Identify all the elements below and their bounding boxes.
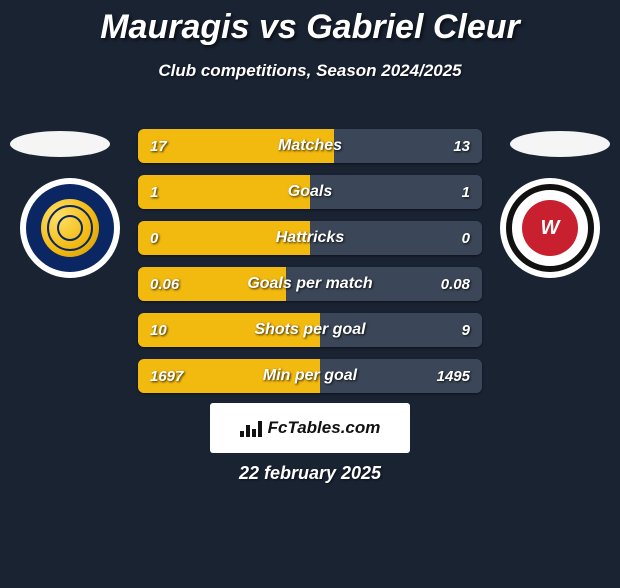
- right-club-crest: W: [500, 178, 600, 278]
- stat-row: 109Shots per goal: [138, 313, 482, 347]
- branding-text: FcTables.com: [268, 418, 381, 438]
- stat-label: Matches: [138, 129, 482, 163]
- right-crest-core: W: [522, 200, 578, 256]
- branding-badge: FcTables.com: [210, 403, 410, 453]
- left-crest-inner: [26, 184, 114, 272]
- stat-label: Min per goal: [138, 359, 482, 393]
- right-crest-inner: W: [506, 184, 594, 272]
- stat-row: 16971495Min per goal: [138, 359, 482, 393]
- left-crest-ball-icon: [41, 199, 99, 257]
- stat-row: 00Hattricks: [138, 221, 482, 255]
- branding-bars-icon: [240, 419, 262, 437]
- stat-label: Shots per goal: [138, 313, 482, 347]
- left-club-crest: [20, 178, 120, 278]
- vs-label: vs: [259, 8, 297, 46]
- stat-label: Goals per match: [138, 267, 482, 301]
- stats-rows: 1713Matches 11Goals 00Hattricks 0.060.08Goa…: [138, 129, 482, 405]
- subtitle: Club competitions, Season 2024/2025: [0, 61, 620, 81]
- player1-name: Mauragis: [100, 8, 249, 46]
- stat-label: Hattricks: [138, 221, 482, 255]
- stat-label: Goals: [138, 175, 482, 209]
- stat-row: 1713Matches: [138, 129, 482, 163]
- comparison-title: Mauragis vs Gabriel Cleur: [0, 8, 620, 47]
- player2-name: Gabriel Cleur: [306, 8, 520, 46]
- stat-row: 0.060.08Goals per match: [138, 267, 482, 301]
- left-oval-decoration: [10, 131, 110, 157]
- right-oval-decoration: [510, 131, 610, 157]
- comparison-date: 22 february 2025: [0, 463, 620, 484]
- stat-row: 11Goals: [138, 175, 482, 209]
